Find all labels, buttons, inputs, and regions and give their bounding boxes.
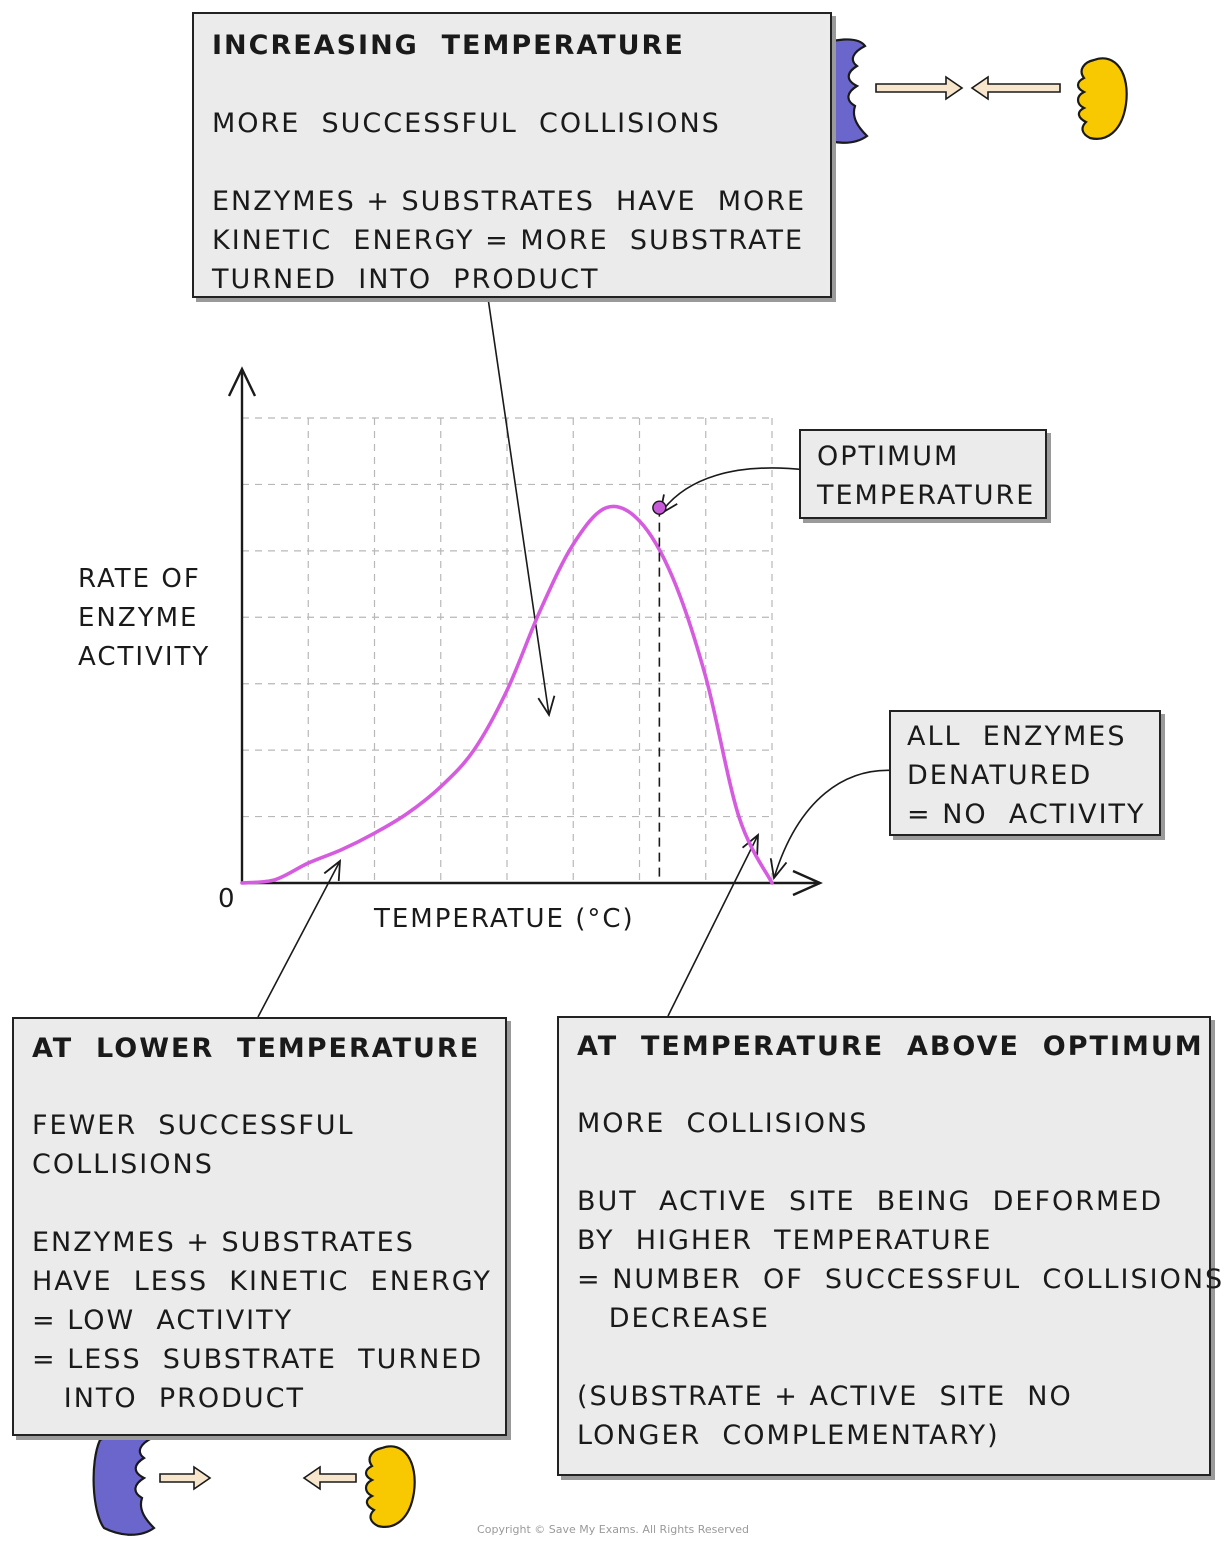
arrow-right-icon [159,1465,212,1491]
pointer-above [667,834,759,1017]
lower-text-line: INTO PRODUCT [32,1383,306,1414]
axes [227,366,823,897]
denatured-text-line: ALL ENZYMES [907,721,1127,752]
above-text-line: LONGER COMPLEMENTARY) [577,1420,1000,1451]
series [240,500,774,885]
optimum-point [652,500,667,515]
substrate-shape [1076,57,1128,140]
lower-text-line: COLLISIONS [32,1149,214,1180]
substrate-shape [364,1445,416,1528]
enzyme-icon [92,1430,156,1536]
increasing-text-line: KINETIC ENERGY = MORE SUBSTRATE [212,225,805,256]
above-text-line: BY HIGHER TEMPERATURE [577,1225,993,1256]
lower-text-line: = LOW ACTIVITY [32,1305,294,1336]
increasing-text-line: TURNED INTO PRODUCT [212,264,600,295]
arrow-left-icon [970,75,1061,101]
pointer-denatured [773,769,901,879]
increasing-text-line: MORE SUCCESSFUL COLLISIONS [212,108,721,139]
increasing-temperature-box: INCREASING TEMPERATURE MORE SUCCESSFUL C… [192,12,832,298]
grid [242,417,773,883]
pointer-denatured-head [769,858,788,881]
substrate-icon [364,1445,416,1528]
copyright-notice: Copyright © Save My Exams. All Rights Re… [477,1523,749,1536]
lower-text-line: HAVE LESS KINETIC ENERGY [32,1266,492,1297]
x-axis-label: TEMPERATUE (°C) [374,904,635,934]
increasing-temperature-title: INCREASING TEMPERATURE [212,30,685,61]
lower-text-line: FEWER SUCCESSFUL [32,1110,355,1141]
y-axis-arrowhead [227,366,257,397]
lower-temperature-box: AT LOWER TEMPERATURE FEWER SUCCESSFUL CO… [12,1017,507,1436]
pointer-lower [257,860,341,1018]
enzyme-shape [92,1430,156,1536]
above-text-line: MORE COLLISIONS [577,1108,869,1139]
series-line [240,504,774,885]
denatured-text-line: = NO ACTIVITY [907,799,1146,830]
lower-text-line: = LESS SUBSTRATE TURNED [32,1344,484,1375]
pointer-lower-head [323,859,342,882]
pointer-increasing-head [537,695,556,718]
above-text-line: BUT ACTIVE SITE BEING DEFORMED [577,1186,1164,1217]
increasing-text-line: ENZYMES + SUBSTRATES HAVE MORE [212,186,807,217]
origin-label: 0 [218,884,237,914]
x-axis-arrowhead [792,869,823,897]
optimum-temperature-tag: OPTIMUM TEMPERATURE [799,429,1047,519]
y-axis-label-line-1: RATE OF [78,564,201,594]
optimum-text-line: TEMPERATURE [817,480,1036,511]
lower-text-line: ENZYMES + SUBSTRATES [32,1227,415,1258]
lower-temperature-title: AT LOWER TEMPERATURE [32,1033,481,1064]
pointer-above-head [741,833,759,856]
above-text-line: DECREASE [577,1303,770,1334]
arrow-right-icon [875,75,964,101]
y-axis-label-line-2: ENZYME [78,603,199,633]
above-optimum-box: AT TEMPERATURE ABOVE OPTIMUM MORE COLLIS… [557,1016,1222,1476]
y-axis-label-line-3: ACTIVITY [78,642,211,672]
arrow-left-icon [302,1465,357,1491]
substrate-icon [1076,57,1128,140]
optimum-text-line: OPTIMUM [817,441,960,472]
denatured-text-line: DENATURED [907,760,1093,791]
above-optimum-title: AT TEMPERATURE ABOVE OPTIMUM [577,1031,1204,1062]
denatured-tag: ALL ENZYMES DENATURED = NO ACTIVITY [889,710,1161,836]
above-text-line: = NUMBER OF SUCCESSFUL COLLISIONS [577,1264,1225,1295]
pointer-optimum [659,467,807,515]
above-text-line: (SUBSTRATE + ACTIVE SITE NO [577,1381,1073,1412]
pointer-increasing [487,297,550,716]
